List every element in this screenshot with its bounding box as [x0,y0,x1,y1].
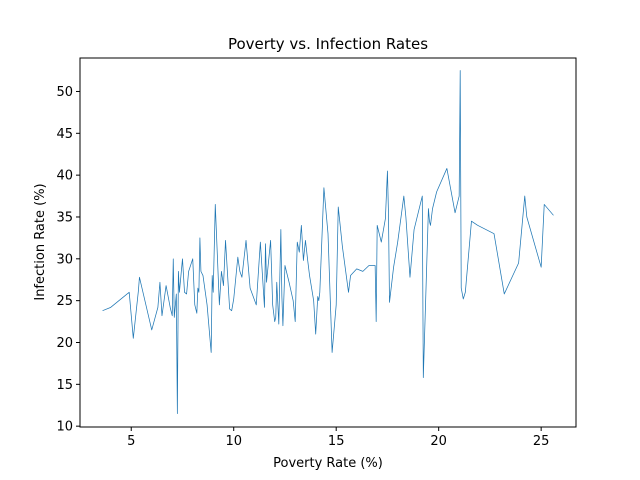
x-axis-ticks: 5 10 15 20 25 [127,427,549,449]
y-axis-label: Infection Rate (%) [33,183,48,300]
y-tick-label: 40 [56,169,73,184]
y-tick-label: 25 [56,294,73,309]
y-tick-label: 35 [56,210,73,225]
x-axis-label: Poverty Rate (%) [273,456,383,471]
x-tick-label: 25 [533,434,550,449]
y-axis-ticks: 10 15 20 25 30 35 40 45 50 [56,85,80,435]
x-tick-label: 15 [328,434,345,449]
series-layer [102,70,554,414]
x-tick-label: 5 [127,434,135,449]
axes-frame [79,57,577,428]
x-tick-label: 20 [430,434,447,449]
y-tick-label: 10 [56,420,73,435]
y-tick-label: 15 [56,378,73,393]
x-tick-label: 10 [225,434,242,449]
y-tick-label: 30 [56,252,73,267]
y-tick-label: 20 [56,336,73,351]
y-tick-label: 50 [56,85,73,100]
series-line-1 [102,70,554,414]
chart-title: Poverty vs. Infection Rates [228,35,428,53]
plot-area [79,57,577,428]
y-tick-label: 45 [56,127,73,142]
